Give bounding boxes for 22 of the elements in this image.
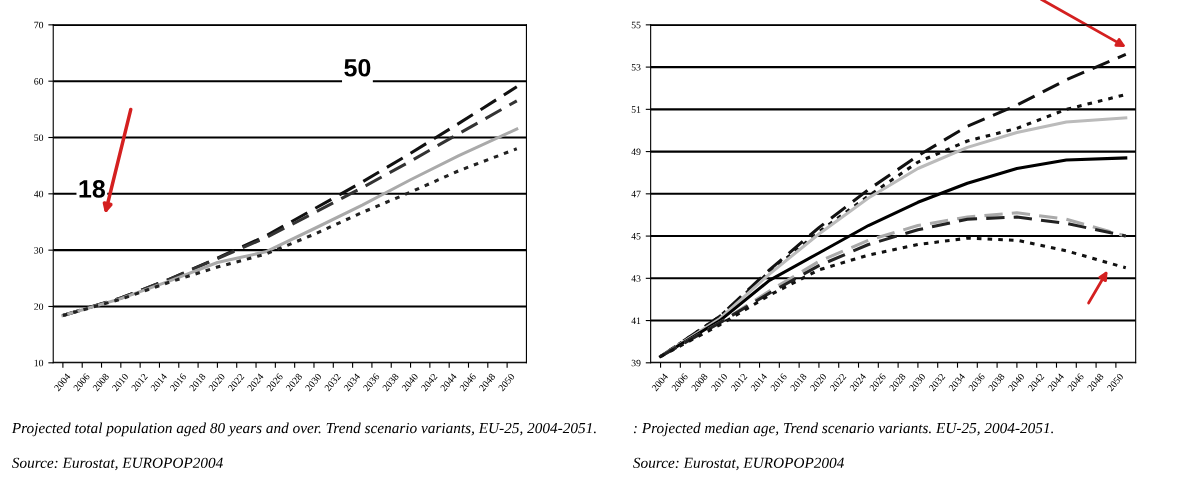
y-tick-label: 40 bbox=[33, 190, 44, 198]
source-note: Source: Eurostat, EUROPOP2004 bbox=[12, 457, 223, 471]
annotation: 50 bbox=[344, 58, 371, 77]
y-tick-label: 55 bbox=[631, 21, 641, 29]
y-tick-label: 10 bbox=[34, 359, 44, 367]
text: Projected total population aged 80 years and over. Trend scenario variants, EU-25, 2004-2051. bbox=[11, 422, 596, 437]
y-tick-label: 60 bbox=[34, 78, 44, 85]
annotation: 18 bbox=[79, 180, 105, 198]
y-tick-label: 47 bbox=[631, 190, 641, 198]
y-tick-label: 45 bbox=[631, 233, 641, 240]
y-tick-label: 70 bbox=[34, 21, 44, 29]
y-tick-label: 50 bbox=[34, 134, 44, 141]
y-tick-label: 49 bbox=[631, 148, 641, 156]
y-tick-label: 51 bbox=[631, 106, 641, 113]
y-tick-label: 30 bbox=[34, 247, 44, 254]
y-tick-label: 43 bbox=[631, 275, 641, 282]
y-tick-label: 53 bbox=[631, 64, 641, 71]
source-note: Source: Eurostat, EUROPOP2004 bbox=[633, 457, 844, 471]
y-tick-label: 20 bbox=[34, 303, 44, 310]
y-tick-label: 41 bbox=[631, 317, 641, 324]
text: : Projected median age, Trend scenario variants. EU-25, 2004-2051. bbox=[633, 422, 1054, 437]
y-tick-label: 39 bbox=[631, 359, 641, 367]
